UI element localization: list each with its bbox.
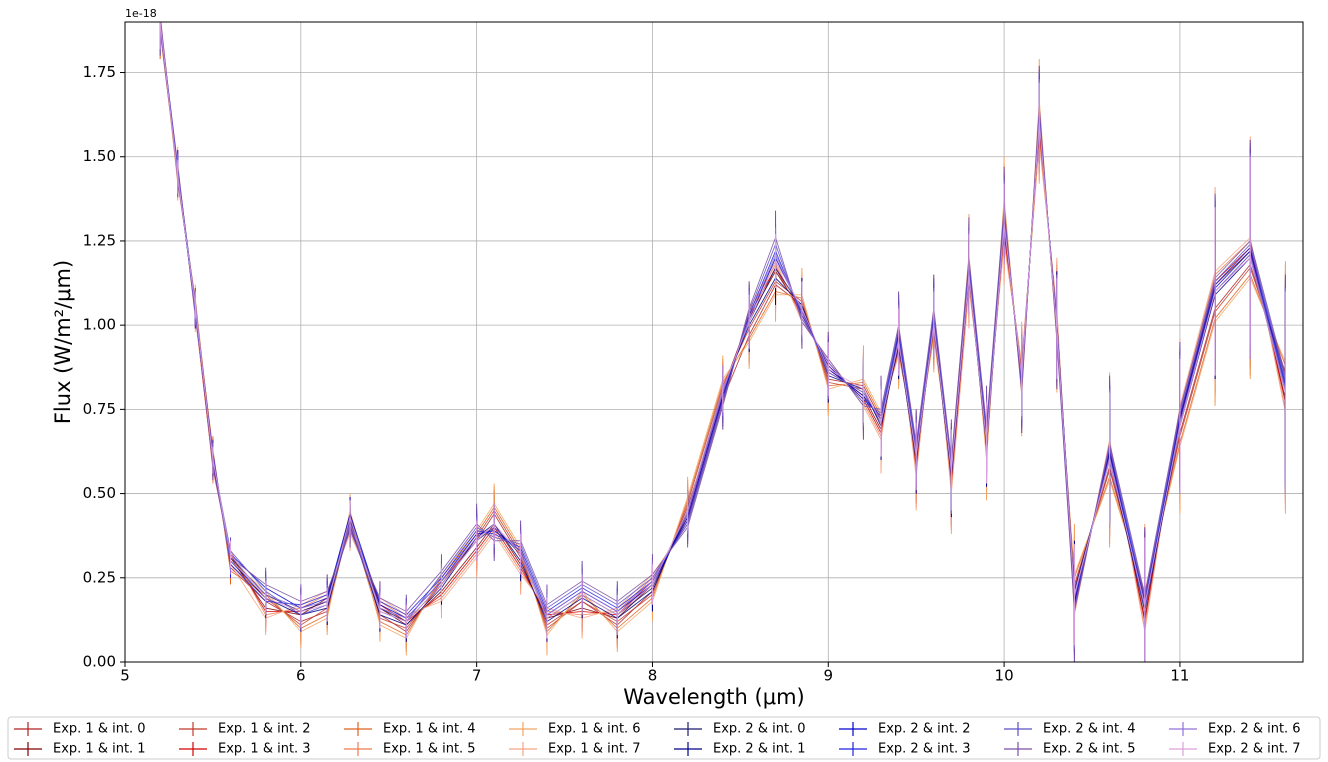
- legend-label: Exp. 1 & int. 2: [218, 722, 311, 737]
- plot-area: [159, 22, 1286, 662]
- series-line: [159, 25, 1286, 619]
- y-tick-label: 0.25: [83, 568, 116, 586]
- series-line: [159, 22, 1286, 623]
- series-line: [160, 22, 1286, 630]
- legend-label: Exp. 2 & int. 0: [713, 722, 806, 737]
- x-tick-label: 5: [120, 667, 130, 685]
- legend-label: Exp. 1 & int. 5: [383, 742, 476, 757]
- series-line: [159, 28, 1286, 633]
- y-tick-label: 1.25: [83, 231, 116, 249]
- x-tick-label: 8: [648, 667, 658, 685]
- plot-frame: [124, 21, 1304, 663]
- legend-label: Exp. 2 & int. 5: [1043, 742, 1136, 757]
- grid: [124, 22, 1303, 663]
- y-tick-label: 0.50: [83, 484, 116, 502]
- series-line: [160, 22, 1286, 629]
- series-line: [159, 22, 1286, 616]
- legend-label: Exp. 1 & int. 3: [218, 742, 311, 757]
- x-tick-label: 10: [995, 667, 1014, 685]
- legend-label: Exp. 1 & int. 0: [53, 722, 146, 737]
- series-line: [159, 22, 1286, 640]
- y-tick-label: 1.00: [83, 316, 116, 334]
- legend-label: Exp. 2 & int. 7: [1208, 742, 1301, 757]
- legend-box: [7, 716, 1321, 760]
- y-tick-label: 1.75: [83, 63, 116, 81]
- y-offset-label: 1e-18: [125, 7, 157, 20]
- legend-label: Exp. 2 & int. 1: [713, 742, 806, 757]
- y-tick-label: 0.75: [83, 400, 116, 418]
- legend-label: Exp. 2 & int. 4: [1043, 722, 1136, 737]
- y-axis-label: Flux (W/m²/μm): [51, 260, 75, 424]
- legend-label: Exp. 1 & int. 4: [383, 722, 476, 737]
- y-tick-label: 0.00: [83, 653, 116, 671]
- legend-label: Exp. 1 & int. 6: [548, 722, 641, 737]
- series-line: [160, 22, 1286, 613]
- legend-label: Exp. 2 & int. 6: [1208, 722, 1301, 737]
- legend: Exp. 1 & int. 0 Exp. 1 & int. 1 Exp. 1 & i…: [14, 722, 1301, 757]
- series-line: [159, 25, 1286, 623]
- x-tick-label: 11: [1170, 667, 1189, 685]
- axes: 5 6 7 8 9 10 11 0.00 0.25 0.50 0.75 1.00 1.25 1.50 1.7…: [83, 63, 1190, 684]
- y-tick-label: 1.50: [83, 147, 116, 165]
- x-tick-label: 7: [472, 667, 482, 685]
- legend-label: Exp. 2 & int. 2: [878, 722, 971, 737]
- x-tick-label: 6: [296, 667, 306, 685]
- x-tick-label: 9: [824, 667, 834, 685]
- series-line: [159, 22, 1286, 623]
- series-line: [159, 32, 1286, 636]
- legend-label: Exp. 1 & int. 7: [548, 742, 641, 757]
- series-line: [160, 22, 1286, 619]
- legend-label: Exp. 2 & int. 3: [878, 742, 971, 757]
- series-line: [159, 22, 1286, 626]
- legend-label: Exp. 1 & int. 1: [53, 742, 146, 757]
- series-line: [159, 28, 1286, 632]
- x-axis-label: Wavelength (μm): [623, 685, 804, 709]
